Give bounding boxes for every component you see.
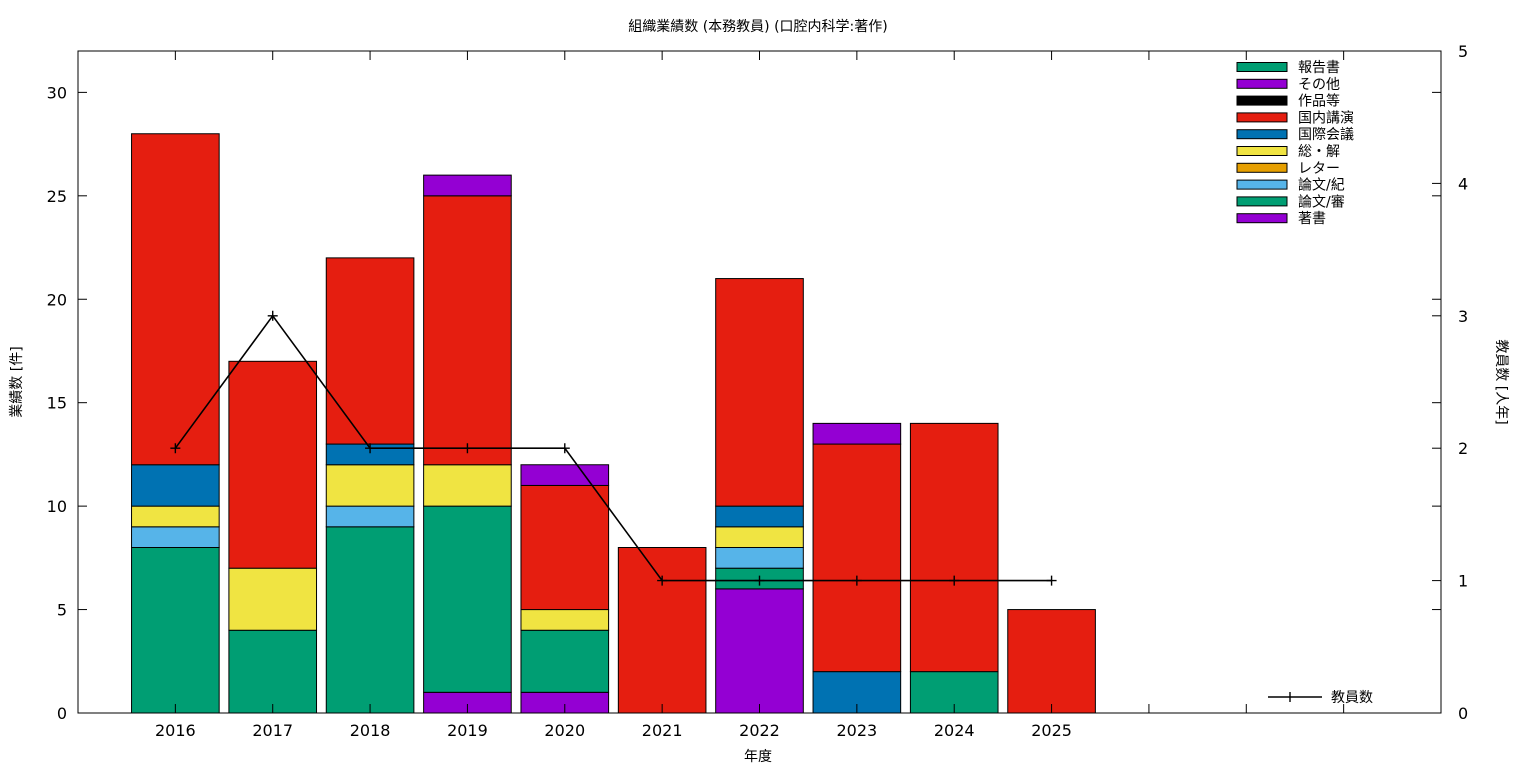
x-tick-label: 2017 bbox=[252, 721, 293, 740]
y-axis-label: 業績数 [件] bbox=[9, 346, 25, 417]
bar-segment bbox=[423, 195, 512, 466]
bar-segment bbox=[1007, 609, 1096, 714]
faculty-line-marker bbox=[754, 575, 765, 586]
y2-tick-label: 4 bbox=[1458, 174, 1468, 193]
x-tick-label: 2021 bbox=[642, 721, 683, 740]
y-tick-label: 20 bbox=[47, 290, 67, 309]
bar-segment bbox=[520, 629, 610, 693]
bar-segment bbox=[228, 629, 318, 714]
bar-segment bbox=[715, 588, 804, 714]
x-tick-label: 2023 bbox=[836, 721, 877, 740]
legend-label: 報告書 bbox=[1298, 60, 1340, 76]
bar-segment bbox=[520, 464, 610, 486]
y2-axis-label: 教員数 [人年] bbox=[1493, 339, 1509, 424]
bars bbox=[131, 133, 1096, 714]
legend-swatch bbox=[1236, 112, 1288, 123]
chart-title: 組織業績数 (本務教員) (口腔内科学:著作) bbox=[628, 19, 887, 35]
bar-segment bbox=[325, 257, 415, 445]
legend-label: 論文/紀 bbox=[1298, 178, 1345, 194]
y2-tick-label: 2 bbox=[1458, 439, 1468, 458]
legend-swatch bbox=[1236, 95, 1288, 106]
legend-swatch bbox=[1236, 162, 1288, 173]
bar-segment bbox=[715, 526, 804, 548]
bar-segment bbox=[812, 443, 902, 673]
legend-label: レター bbox=[1298, 161, 1340, 177]
bar-segment bbox=[617, 547, 707, 714]
legend-label: 論文/審 bbox=[1298, 194, 1345, 210]
y-tick-label: 30 bbox=[47, 83, 67, 102]
bar-segment bbox=[325, 464, 415, 507]
faculty-line-marker bbox=[170, 443, 181, 454]
legend-swatch bbox=[1236, 179, 1288, 190]
bar-segment bbox=[228, 360, 318, 569]
bar-segment bbox=[423, 505, 512, 693]
x-tick-label: 2019 bbox=[447, 721, 488, 740]
legend-label: その他 bbox=[1298, 77, 1340, 93]
bar-segment bbox=[325, 505, 415, 528]
bar-segment bbox=[131, 526, 220, 548]
faculty-line-marker bbox=[462, 443, 473, 454]
y2-tick-label: 5 bbox=[1458, 42, 1468, 61]
bar-segment bbox=[520, 609, 610, 631]
faculty-line-path bbox=[174, 314, 1052, 582]
legend-swatch bbox=[1236, 78, 1288, 89]
x-tick-label: 2024 bbox=[934, 721, 975, 740]
legend-swatch bbox=[1236, 62, 1288, 72]
faculty-line-marker bbox=[559, 443, 570, 454]
x-tick-label: 2016 bbox=[155, 721, 196, 740]
bar-segment bbox=[131, 547, 220, 714]
y2-tick-label: 0 bbox=[1458, 704, 1468, 723]
faculty-line-marker bbox=[365, 443, 376, 454]
faculty-line-marker bbox=[267, 310, 278, 321]
bar-segment bbox=[909, 422, 999, 673]
faculty-line-marker bbox=[1046, 575, 1057, 586]
bar-segment bbox=[131, 133, 220, 466]
legend-label: 国際会議 bbox=[1298, 126, 1354, 143]
faculty-line-marker bbox=[657, 575, 668, 586]
bar-segment bbox=[715, 278, 804, 507]
x-tick-label: 2020 bbox=[544, 721, 585, 740]
legend-line-label: 教員数 bbox=[1331, 690, 1373, 706]
legend-label: 作品等 bbox=[1298, 93, 1340, 110]
x-axis-label: 年度 bbox=[744, 749, 772, 765]
x-tick-label: 2018 bbox=[350, 721, 391, 740]
bar-segment bbox=[131, 505, 220, 528]
faculty-line bbox=[170, 310, 1057, 586]
y-tick-label: 15 bbox=[47, 394, 67, 413]
legend-swatch bbox=[1236, 129, 1288, 140]
legend-swatch bbox=[1236, 146, 1288, 156]
y2-tick-label: 1 bbox=[1458, 572, 1468, 591]
y-tick-label: 10 bbox=[47, 497, 67, 516]
x-tick-label: 2022 bbox=[739, 721, 780, 740]
y-tick-label: 0 bbox=[57, 704, 67, 723]
legend-label: 著書 bbox=[1298, 211, 1326, 227]
bar-segment bbox=[325, 526, 415, 714]
legend-swatch bbox=[1236, 196, 1288, 207]
legend-swatch bbox=[1236, 213, 1288, 224]
bar-segment bbox=[715, 505, 804, 528]
bar-segment bbox=[715, 547, 804, 569]
faculty-line-marker bbox=[949, 575, 960, 586]
bar-segment bbox=[520, 484, 610, 611]
legend-label: 国内講演 bbox=[1298, 110, 1354, 126]
y2-tick-label: 3 bbox=[1458, 307, 1468, 326]
bar-segment bbox=[423, 174, 512, 197]
x-tick-label: 2025 bbox=[1031, 721, 1072, 740]
bar-segment bbox=[228, 567, 318, 631]
legend-label: 総・解 bbox=[1298, 144, 1340, 160]
y-tick-label: 25 bbox=[47, 187, 67, 206]
y-tick-label: 5 bbox=[57, 601, 67, 620]
bar-segment bbox=[131, 464, 220, 507]
faculty-line-marker bbox=[851, 575, 862, 586]
bar-segment bbox=[812, 422, 902, 445]
bar-segment bbox=[423, 464, 512, 507]
